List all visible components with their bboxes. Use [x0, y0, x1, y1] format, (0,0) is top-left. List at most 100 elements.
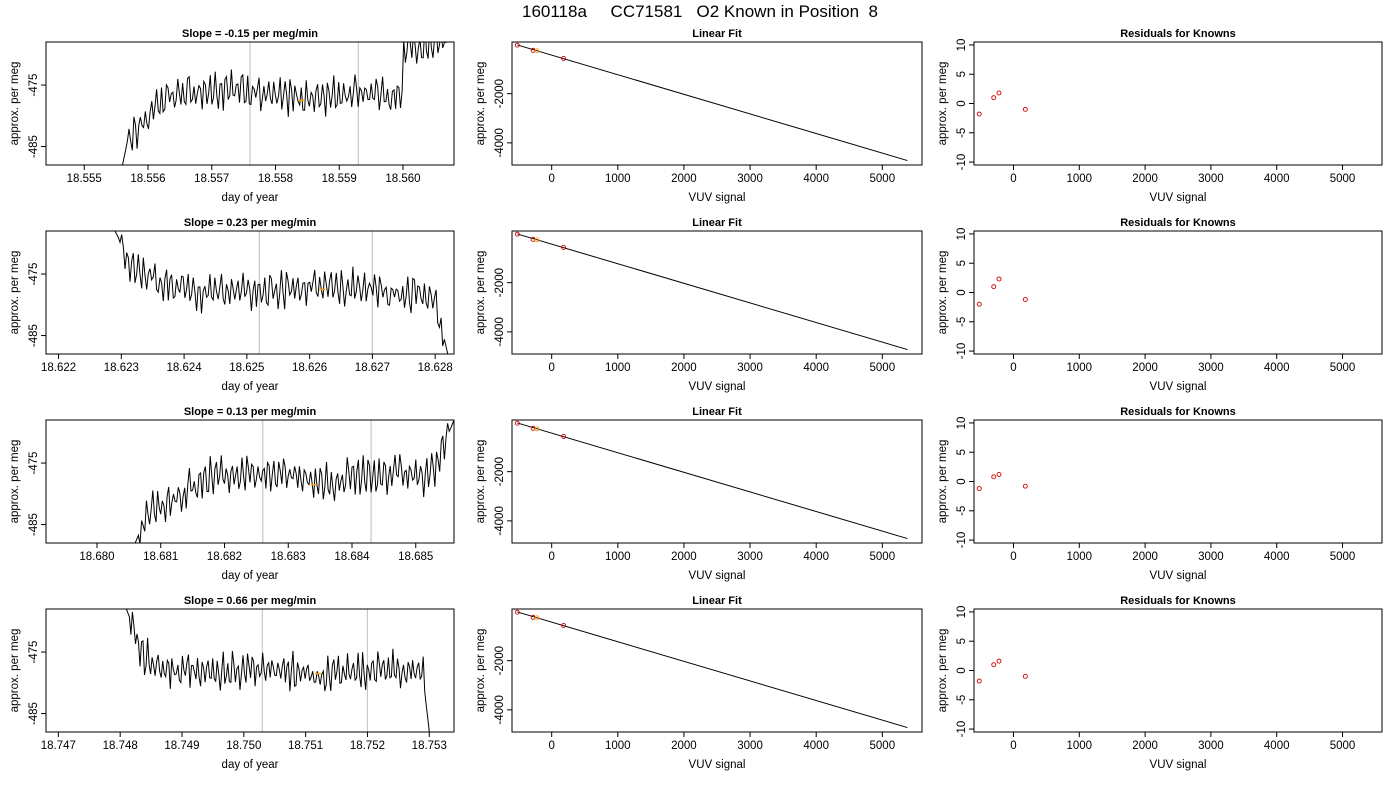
chart-panel-11: Linear Fit 0 1000 2000 3000 4000 5000 -2000 -400…: [475, 595, 923, 771]
x-axis-label: VUV signal: [1150, 381, 1207, 393]
chart-panel-5: Linear Fit 0 1000 2000 3000 4000 5000 -2000 -400…: [475, 217, 923, 393]
y-tick-label: -5: [956, 317, 968, 327]
x-tick-label: 5000: [1330, 362, 1356, 374]
x-tick-label: 18.752: [350, 740, 385, 752]
fit-line: [517, 44, 908, 162]
y-axis-label: approx. per meg: [475, 629, 487, 713]
x-tick-label: 2000: [1132, 173, 1158, 185]
y-tick-label: 5: [956, 71, 968, 77]
chart-panel-3: Residuals for Knowns 0 1000 2000 3000 4000 500…: [937, 28, 1383, 204]
data-point: [1022, 106, 1028, 112]
data-point: [534, 237, 540, 243]
chart-panel-6: Residuals for Knowns 0 1000 2000 3000 4000 500…: [937, 217, 1383, 393]
x-tick-label: 2000: [671, 740, 697, 752]
x-tick-label: 18.556: [130, 173, 165, 185]
x-tick-label: 4000: [1264, 173, 1290, 185]
y-axis-label: approx. per meg: [937, 62, 949, 146]
y-tick-label: 0: [956, 667, 968, 673]
x-tick-label: 0: [1010, 740, 1016, 752]
y-tick-label: -10: [956, 343, 968, 360]
plot-frame: [511, 41, 923, 166]
data-point: [976, 301, 982, 307]
y-tick-label: -4000: [494, 317, 506, 346]
y-tick-label: 0: [956, 289, 968, 295]
x-axis-label: VUV signal: [689, 381, 746, 393]
chart-panel-2: Linear Fit 0 1000 2000 3000 4000 5000 -2000 -400…: [475, 28, 923, 204]
data-point: [534, 426, 540, 432]
x-axis-label: VUV signal: [689, 192, 746, 204]
x-axis-label: day of year: [222, 381, 279, 393]
panel-title: Residuals for Knowns: [1120, 406, 1236, 418]
x-tick-label: 18.622: [41, 362, 76, 374]
x-tick-label: 2000: [671, 362, 697, 374]
y-axis-label: approx. per meg: [475, 251, 487, 335]
x-tick-label: 18.557: [194, 173, 229, 185]
x-tick-label: 3000: [1198, 173, 1224, 185]
panel-title: Residuals for Knowns: [1120, 595, 1236, 607]
x-tick-label: 5000: [870, 173, 896, 185]
y-tick-label: -475: [28, 263, 40, 286]
y-tick-label: -10: [956, 532, 968, 549]
data-point: [514, 420, 520, 426]
chart-panel-9: Residuals for Knowns 0 1000 2000 3000 4000 500…: [937, 406, 1383, 582]
y-tick-label: -485: [28, 135, 40, 158]
y-tick-label: 0: [956, 478, 968, 484]
data-point: [561, 434, 567, 439]
plot-area: [134, 420, 454, 543]
x-axis-label: day of year: [222, 759, 279, 771]
data-point: [1022, 673, 1028, 679]
panel-title: Slope = 0.13 per meg/min: [184, 406, 317, 418]
plot-area: [514, 42, 908, 162]
x-axis-label: VUV signal: [1150, 759, 1207, 771]
data-trace: [134, 420, 454, 543]
data-point: [976, 678, 982, 684]
data-point: [514, 609, 520, 615]
x-tick-label: 1000: [605, 173, 631, 185]
x-tick-label: 0: [548, 740, 554, 752]
x-tick-label: 4000: [803, 740, 829, 752]
x-tick-label: 18.680: [79, 551, 114, 563]
data-trace: [125, 609, 430, 732]
x-tick-label: 3000: [1198, 740, 1224, 752]
plot-area: [514, 609, 908, 729]
x-tick-label: 0: [1010, 362, 1016, 374]
x-tick-label: 5000: [870, 740, 896, 752]
plot-frame: [511, 608, 923, 733]
y-tick-label: -4000: [494, 506, 506, 535]
chart-panel-8: Linear Fit 0 1000 2000 3000 4000 5000 -2000 -400…: [475, 406, 923, 582]
y-tick-label: 10: [956, 228, 968, 241]
plot-area: [514, 231, 908, 351]
x-tick-label: 18.627: [355, 362, 390, 374]
data-point: [996, 90, 1002, 96]
data-point: [996, 276, 1002, 282]
plot-frame: [973, 41, 1383, 166]
x-tick-label: 5000: [1330, 551, 1356, 563]
data-point: [534, 48, 540, 54]
x-tick-label: 3000: [737, 362, 763, 374]
x-tick-label: 18.750: [226, 740, 261, 752]
y-tick-label: -485: [28, 702, 40, 725]
x-tick-label: 1000: [1066, 362, 1092, 374]
fit-line: [517, 422, 908, 540]
x-tick-label: 5000: [1330, 173, 1356, 185]
data-point: [561, 56, 567, 61]
x-tick-label: 5000: [870, 362, 896, 374]
x-tick-label: 1000: [605, 551, 631, 563]
panel-title: Linear Fit: [692, 406, 742, 418]
plot-area: [114, 231, 449, 354]
x-tick-label: 3000: [737, 173, 763, 185]
y-tick-label: 5: [956, 449, 968, 455]
data-point: [561, 623, 567, 628]
plot-area: [125, 609, 430, 732]
x-tick-label: 2000: [1132, 551, 1158, 563]
x-tick-label: 0: [1010, 551, 1016, 563]
y-axis-label: approx. per meg: [9, 251, 21, 335]
x-axis-label: VUV signal: [689, 570, 746, 582]
data-point: [534, 615, 540, 621]
x-tick-label: 18.753: [412, 740, 447, 752]
y-axis-label: approx. per meg: [475, 62, 487, 146]
x-tick-label: 4000: [1264, 740, 1290, 752]
x-tick-label: 0: [548, 551, 554, 563]
x-tick-label: 2000: [1132, 740, 1158, 752]
data-point: [1022, 483, 1028, 489]
